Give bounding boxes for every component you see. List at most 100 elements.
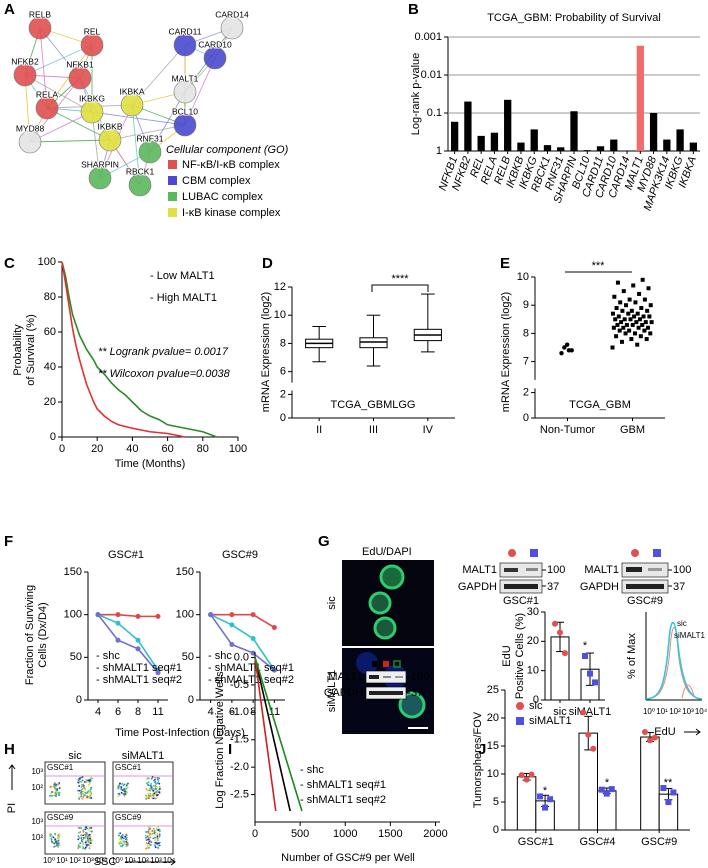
flow-dot [50, 795, 53, 797]
network-node [80, 33, 104, 57]
flow-dot [149, 792, 152, 795]
data-point [614, 306, 619, 311]
flow-dot [78, 780, 81, 783]
flow-dot [158, 834, 161, 837]
flow-dot [126, 844, 129, 847]
row-label: GSC#1 [115, 763, 142, 772]
flow-dot [156, 832, 159, 835]
flow-dot [49, 785, 52, 788]
blot-label: GAPDH [458, 581, 497, 593]
flow-dot [80, 838, 83, 841]
data-point [611, 325, 616, 330]
data-point [115, 620, 121, 626]
annotation: * [543, 785, 548, 797]
flow-dot [156, 834, 159, 837]
legend-swatch [516, 717, 524, 725]
flow-dot [154, 829, 157, 832]
flow-dot [85, 781, 88, 783]
row-label: GSC#9 [47, 813, 74, 822]
y-axis-label: Tumorspheres/FOV [472, 711, 484, 808]
flow-dot [117, 795, 120, 798]
network-edge [109, 124, 186, 141]
flow-dot [87, 833, 90, 836]
y-tick-label: 0 [50, 431, 56, 443]
data-point [135, 613, 141, 619]
data-point [642, 328, 647, 333]
data-point [562, 345, 567, 350]
flow-dot [158, 844, 161, 847]
x-tick-label: GSC#4 [579, 836, 615, 848]
legend-label: LUBAC complex [182, 191, 263, 203]
flow-dot [154, 836, 157, 839]
flow-dot [80, 834, 82, 836]
data-point [250, 612, 256, 618]
flow-dot [145, 842, 148, 845]
legend-label: siMALT1 [674, 631, 706, 640]
node-label: SHARPIN [81, 159, 119, 169]
row-label: GSC#9 [115, 813, 142, 822]
y-tick-label: 50 [70, 651, 82, 663]
data-point [629, 337, 634, 342]
x-tick-label: II [316, 424, 322, 436]
arrow [684, 728, 701, 736]
y-axis-label: mRNA Expression (log2) [260, 292, 272, 412]
legend-label: siMALT1 [529, 715, 572, 727]
data-point [640, 277, 645, 282]
flow-dot [51, 791, 53, 793]
flow-dot [156, 827, 158, 830]
data-point [621, 325, 626, 330]
flow-dot [78, 798, 80, 800]
data-point [557, 629, 563, 636]
flow-dot [121, 789, 124, 792]
y-axis-label: Positive Cells (%) [514, 613, 526, 699]
data-point [645, 308, 650, 313]
flow-dot [58, 792, 61, 794]
flow-dot [58, 837, 60, 840]
axis-label: PI [6, 803, 18, 813]
flow-dot [49, 794, 51, 797]
flow-dot [77, 827, 79, 829]
flow-dot [77, 835, 80, 838]
network-node [35, 96, 59, 120]
flow-dot [49, 792, 52, 795]
flow-dot [85, 834, 88, 837]
flow-dot [147, 832, 150, 834]
flow-dot [122, 839, 124, 842]
network-node [28, 16, 52, 40]
flow-dot [77, 832, 80, 834]
data-point [229, 622, 235, 628]
data-point [628, 317, 633, 322]
flow-dot [50, 837, 53, 840]
flow-dot [88, 783, 91, 786]
flow-dot [55, 840, 57, 843]
node-label: BCL10 [172, 106, 198, 116]
y-axis-label: of Survival (%) [25, 314, 37, 386]
x-axis-label: Number of GSC#9 per Well [281, 852, 415, 864]
x-tick-label: 11 [152, 706, 163, 718]
data-point [651, 734, 658, 741]
flow-dot [145, 797, 148, 800]
flow-dot [80, 790, 83, 793]
flow-dot [88, 789, 91, 791]
flow-dot [86, 844, 88, 847]
flow-dot [154, 839, 157, 841]
flow-dot [146, 778, 149, 781]
node-label: MYD88 [16, 123, 45, 133]
network-node [98, 128, 122, 152]
legend-label: - shMALT1 seq#1 [96, 662, 182, 674]
flow-dot [80, 786, 83, 788]
blot [621, 549, 672, 594]
legend-swatch [168, 176, 177, 185]
flow-dot [50, 835, 53, 838]
flow-dot [120, 841, 123, 844]
row-label: siMALT1 [326, 670, 338, 713]
flow-dot [89, 837, 92, 840]
blot-label: MALT1 [584, 564, 619, 576]
flow-dot [56, 840, 59, 842]
flow-dot [157, 826, 160, 829]
data-point [643, 320, 648, 325]
data-point [155, 670, 161, 676]
flow-dot [154, 834, 157, 837]
flow-dot [85, 779, 88, 781]
network-edge [29, 139, 111, 143]
